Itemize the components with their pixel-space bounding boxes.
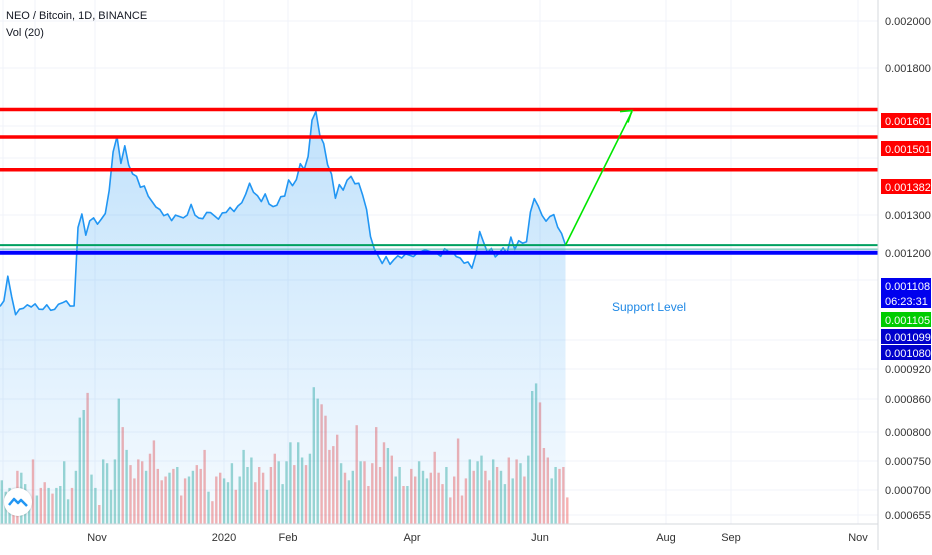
price-tick-label: 0.001108: [885, 281, 930, 293]
price-tick-label: 06:23:31: [885, 296, 928, 308]
support-level-label: Support Level: [612, 300, 686, 314]
time-tick-label: Sep: [721, 532, 741, 544]
price-tick-label: 0.000920: [885, 364, 931, 376]
price-badge: [881, 179, 931, 194]
price-tick-label: 0.000750: [885, 456, 931, 468]
price-badge: [881, 312, 931, 327]
chart-legend: NEO / Bitcoin, 1D, BINANCE Vol (20): [6, 8, 147, 42]
price-axis: 0.002000 0.001800 0.001601 0.001501 0.001382…: [877, 0, 931, 550]
price-tick-label: 0.000700: [885, 485, 931, 497]
price-tick-label: 0.001800: [885, 63, 931, 75]
price-tick-label: 0.001300: [885, 210, 931, 222]
price-badge: [881, 345, 931, 360]
price-tick-label: 0.001382: [885, 182, 931, 194]
time-tick-label: 2020: [212, 532, 236, 544]
horizontal-levels: [0, 107, 878, 255]
price-tick-label: 0.000655: [885, 510, 931, 522]
price-badge: [881, 293, 931, 308]
tradingview-logo-icon[interactable]: [4, 488, 32, 516]
price-tick-label: 0.001601: [885, 116, 931, 128]
price-badge: [881, 141, 931, 156]
time-tick-label: Aug: [656, 532, 676, 544]
price-series-line: [0, 110, 567, 316]
price-tick-label: 0.002000: [885, 16, 931, 28]
price-area-fill: [0, 111, 566, 525]
price-tick-label: 0.001080: [885, 348, 931, 360]
price-badge: [881, 113, 931, 128]
projection-arrow-head: [619, 109, 634, 123]
time-tick-label: Nov: [87, 532, 107, 544]
logo-mark-icon: [8, 497, 28, 507]
projection-arrow: [564, 109, 634, 246]
projection-arrow-line: [564, 111, 633, 246]
price-badge: [881, 278, 931, 293]
symbol-title: NEO / Bitcoin, 1D, BINANCE: [6, 10, 148, 22]
time-axis: Nov 2020 Feb Apr Jun Aug Sep Nov: [0, 523, 878, 544]
price-tick-label: 0.001200: [885, 248, 931, 260]
price-badge: [881, 329, 931, 344]
price-tick-label: 0.000860: [885, 394, 931, 406]
price-tick-label: 0.001501: [885, 144, 931, 156]
volume-bar: [566, 497, 569, 524]
volume-indicator-label: Vol (20): [6, 27, 44, 39]
time-tick-label: Jun: [531, 532, 549, 544]
price-tick-label: 0.000800: [885, 427, 931, 439]
time-tick-label: Apr: [403, 532, 420, 544]
time-tick-label: Feb: [279, 532, 298, 544]
time-tick-label: Nov: [848, 532, 868, 544]
price-tick-label: 0.001099: [885, 332, 931, 344]
price-tick-label: 0.001105: [885, 315, 930, 327]
